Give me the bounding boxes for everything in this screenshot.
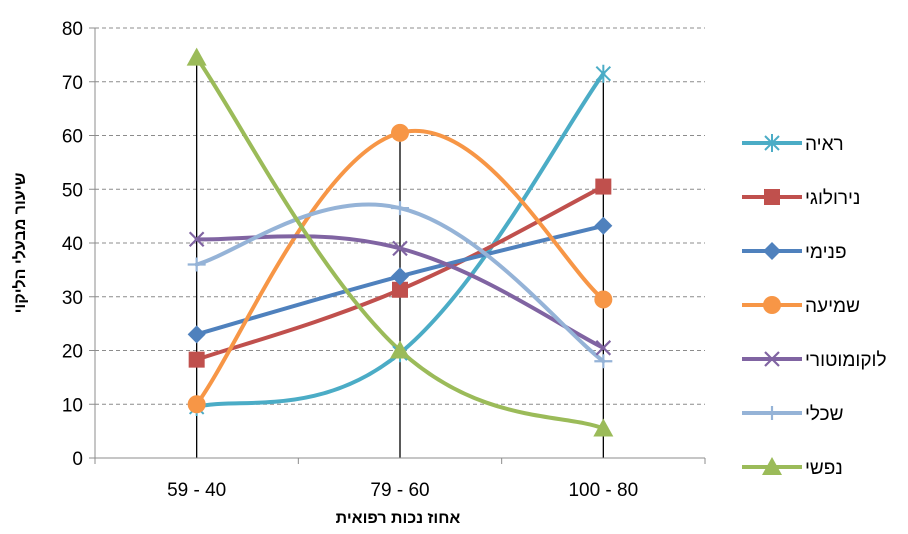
point-series-7-1: [186, 47, 207, 66]
y-tick-label: 20: [62, 342, 83, 363]
legend-marker-1: [764, 134, 780, 152]
point-series-4-2: [391, 123, 409, 142]
point-series-2-1: [188, 351, 205, 368]
legend-marker-2: [764, 189, 780, 205]
point-series-4-1: [187, 395, 206, 414]
x-axis-title: אחוז נכות רפואית: [336, 510, 461, 527]
point-series-5-3: [595, 340, 612, 356]
legend-label-1: ראיה: [805, 134, 844, 155]
legend-label-4: שמיעה: [805, 296, 860, 317]
legend-label-2: נירולוגי: [805, 188, 860, 209]
y-tick-label: 60: [62, 127, 83, 148]
y-axis-title: שיעור מבעלי הליקוי: [11, 172, 29, 313]
point-series-5-2: [392, 240, 408, 257]
point-series-3-2: [391, 267, 409, 286]
legend-label-7: נפשי: [805, 458, 843, 479]
point-series-2-2: [392, 281, 408, 298]
point-series-2-3: [595, 178, 612, 195]
y-tick-label: 10: [62, 395, 83, 416]
x-tick-label: 79 - 60: [370, 480, 429, 501]
legend-label-6: שכלי: [805, 404, 844, 425]
legend-label-3: פנימי: [805, 242, 847, 263]
point-series-6-2: [391, 201, 409, 216]
x-tick-label: 59 - 40: [167, 480, 226, 501]
series-line-7: [194, 55, 606, 431]
y-tick-labels: 0 10 20 30 40 50 60 70 80: [62, 19, 83, 470]
y-tick-label: 40: [62, 234, 83, 255]
legend-marker-4: [763, 296, 781, 314]
point-series-5-1: [188, 231, 205, 248]
point-series-1-3: [595, 64, 612, 83]
point-series-4-3: [594, 290, 613, 309]
y-tick-label: 30: [62, 288, 83, 309]
legend-label-5: לוקומוטורי: [805, 350, 887, 371]
point-series-7-2: [390, 340, 410, 359]
legend-marker-3: [763, 242, 781, 260]
y-tick-label: 80: [62, 19, 83, 40]
x-tick-label: 100 - 80: [568, 480, 638, 501]
x-tick-labels: 59 - 40 79 - 60 100 - 80: [167, 480, 638, 501]
legend: ראיה נירולוגי פנימי שמיעה לוקומוטורי שכלי נפשי: [742, 134, 887, 479]
point-series-6-3: [594, 354, 613, 369]
point-series-3-3: [594, 216, 613, 235]
y-tick-label: 50: [62, 180, 83, 201]
legend-marker-5: [764, 351, 780, 367]
series-markers: [186, 47, 614, 437]
axes: [89, 27, 706, 464]
y-tick-label: 70: [62, 73, 83, 94]
point-series-3-1: [187, 325, 206, 344]
category-drop-lines: [196, 57, 604, 458]
point-series-6-1: [187, 257, 206, 272]
point-series-7-3: [593, 418, 614, 437]
y-tick-label: 0: [72, 449, 83, 470]
legend-marker-7: [762, 457, 782, 475]
legend-marker-6: [763, 406, 781, 420]
